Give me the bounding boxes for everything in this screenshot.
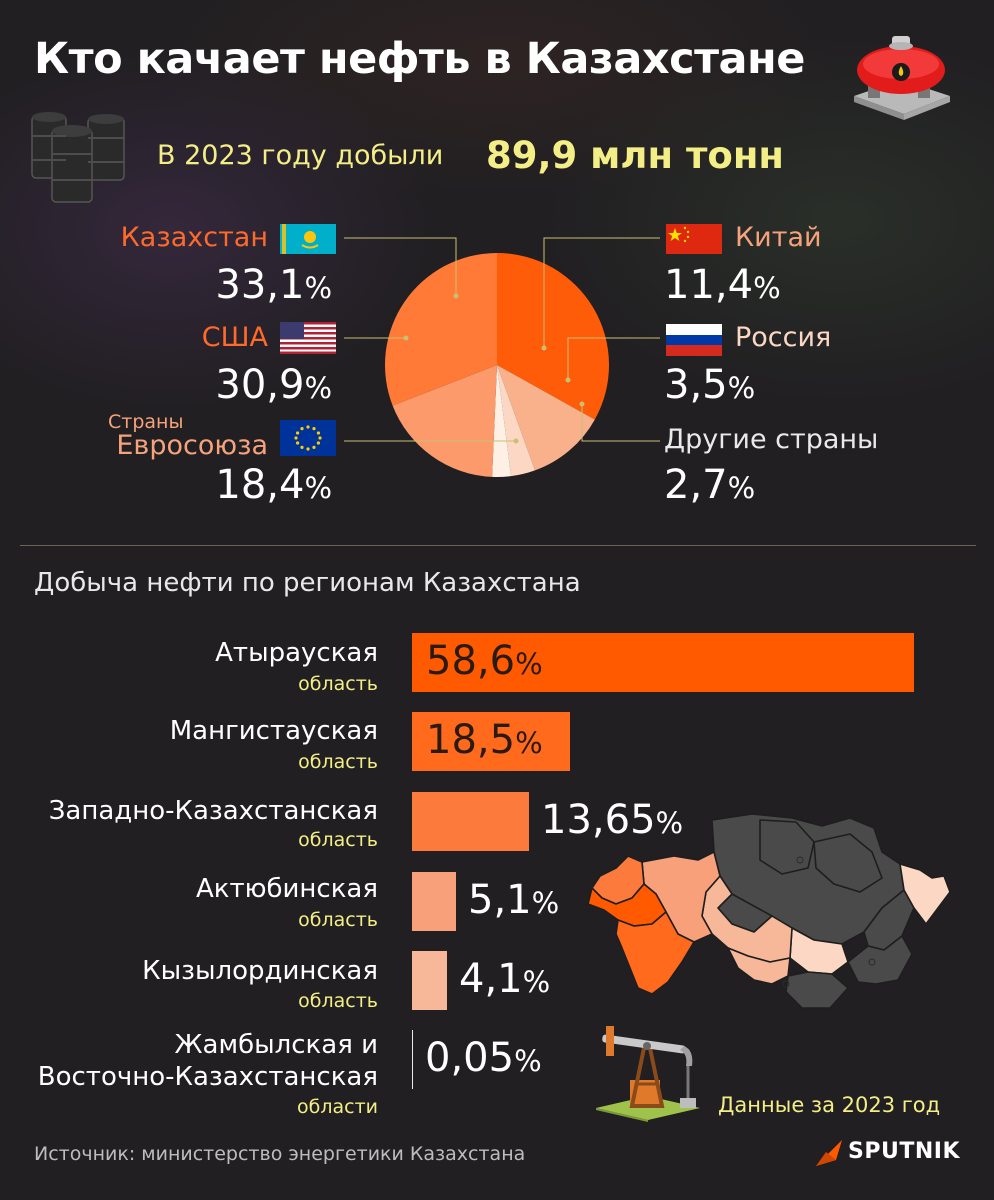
oil-barrels-icon — [31, 112, 125, 203]
pie-slice-eu — [392, 365, 497, 477]
leader-dot-kazakhstan — [453, 293, 459, 299]
bar-unit-atyrau: % — [515, 647, 543, 681]
bar-label-zhambyl-east: 0,05% — [425, 1034, 542, 1085]
region-sub-atyrau: область — [298, 673, 378, 695]
leader-line-kazakhstan — [344, 237, 457, 296]
pie-slice-kazakhstan — [497, 253, 610, 420]
region-name-aktobe: Актюбинская — [195, 874, 378, 904]
oil-tank-icon — [854, 36, 950, 120]
bar-value-mangistau: 18,5 — [426, 717, 516, 763]
region-sub-mangistau: область — [298, 751, 378, 773]
leader-dot-usa — [403, 335, 409, 341]
label-usa: США — [201, 322, 268, 353]
brand-name: SPUTNIK — [848, 1139, 960, 1164]
bar-chart-title: Добыча нефти по регионам Казахстана — [34, 568, 581, 598]
section-divider — [20, 545, 976, 546]
label-other: Другие страны — [664, 424, 879, 455]
region-name-zhambyl: Жамбылская и — [174, 1030, 378, 1060]
region-name-east-kz: Восточно-Казахстанская — [37, 1062, 378, 1092]
region-sub-west-kz: область — [298, 829, 378, 851]
russia-flag-icon — [666, 324, 722, 356]
region-name-kyzylorda: Кызылординская — [142, 956, 378, 986]
label-china: Китай — [735, 222, 822, 253]
leader-line-china — [543, 237, 660, 348]
bar-atyrau — [412, 633, 914, 692]
bar-unit-west-kz: % — [655, 806, 684, 840]
pie-chart — [344, 237, 660, 477]
leader-dot-eu — [513, 438, 519, 444]
bar-label-kyzylorda: 4,1% — [459, 955, 550, 1006]
bar-label-atyrau: 58,6% — [426, 637, 543, 688]
data-year-note: Данные за 2023 год — [718, 1093, 941, 1117]
bar-unit-zhambyl-east: % — [514, 1044, 542, 1078]
pct-kazakhstan: 33,1% — [215, 262, 332, 308]
leader-line-russia — [567, 337, 660, 380]
label-eu-prefix: Страны — [108, 411, 184, 433]
bar-label-west-kz: 13,65% — [541, 796, 683, 847]
pie-slice-russia — [497, 365, 535, 477]
leader-dot-china — [541, 345, 547, 351]
region-sub-zhambyl-east: области — [297, 1096, 378, 1118]
source-text: Источник: министерство энергетики Казахс… — [34, 1143, 526, 1165]
bar-value-west-kz: 13,65 — [541, 797, 656, 843]
bar-value-zhambyl-east: 0,05 — [425, 1035, 515, 1081]
bar-value-atyrau: 58,6 — [426, 638, 516, 684]
region-sub-aktobe: область — [298, 909, 378, 931]
china-flag-icon — [666, 224, 722, 254]
leader-line-other — [581, 404, 660, 442]
eu-flag-icon — [280, 420, 336, 456]
kazakhstan-map — [587, 813, 951, 1009]
leader-dot-russia — [565, 377, 571, 383]
label-eu: Евросоюза — [116, 430, 268, 461]
bar-unit-aktobe: % — [531, 886, 560, 920]
bar-kyzylorda — [412, 951, 447, 1010]
region-sub-kyzylorda: область — [298, 990, 378, 1012]
pct-usa: 30,9% — [215, 362, 332, 408]
pct-china: 11,4% — [664, 262, 781, 308]
pie-slice-china — [497, 365, 595, 471]
pie-slice-other — [492, 365, 512, 477]
label-russia: Россия — [735, 322, 832, 353]
bar-label-mangistau: 18,5% — [426, 716, 543, 767]
sputnik-logo-icon — [816, 1140, 842, 1166]
pct-russia: 3,5% — [664, 362, 756, 408]
pct-other: 2,7% — [664, 462, 756, 508]
leader-dot-other — [579, 401, 585, 407]
bar-value-kyzylorda: 4,1 — [459, 956, 523, 1002]
total-value: 89,9 млн тонн — [486, 134, 784, 177]
bar-zhambyl-east — [412, 1030, 413, 1089]
oil-pump-icon — [596, 1026, 700, 1122]
bar-unit-kyzylorda: % — [522, 965, 551, 999]
usa-flag-icon — [280, 322, 336, 354]
pie-slice-usa — [385, 253, 497, 406]
bar-unit-mangistau: % — [515, 726, 543, 760]
region-name-atyrau: Атырауская — [215, 638, 378, 668]
bar-mangistau — [412, 712, 570, 771]
bar-value-aktobe: 5,1 — [468, 877, 532, 923]
pct-eu: 18,4% — [215, 462, 332, 508]
total-label: В 2023 году добыли — [157, 140, 444, 171]
region-name-mangistau: Мангистауская — [169, 716, 378, 746]
page-title: Кто качает нефть в Казахстане — [34, 34, 805, 84]
bar-aktobe — [412, 872, 456, 931]
region-name-west-kz: Западно-Казахстанская — [48, 796, 378, 826]
bar-label-aktobe: 5,1% — [468, 876, 559, 927]
bar-west-kz — [412, 792, 529, 851]
kazakhstan-flag-icon — [280, 224, 336, 254]
label-kazakhstan: Казахстан — [120, 222, 268, 253]
